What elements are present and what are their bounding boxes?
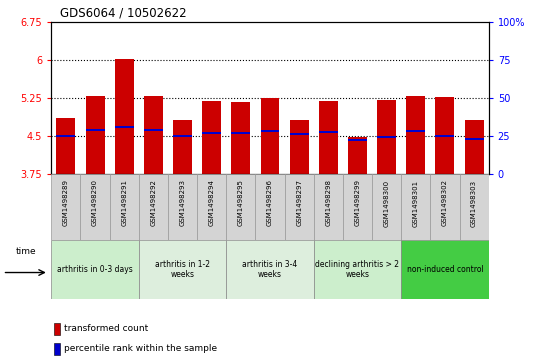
Bar xyxy=(406,97,426,174)
Bar xyxy=(173,135,192,137)
Bar xyxy=(377,136,396,138)
Text: non-induced control: non-induced control xyxy=(407,265,483,274)
Text: GDS6064 / 10502622: GDS6064 / 10502622 xyxy=(60,6,187,19)
Bar xyxy=(348,137,367,174)
Text: transformed count: transformed count xyxy=(64,325,148,333)
Bar xyxy=(401,240,489,299)
Bar xyxy=(54,323,60,335)
Bar xyxy=(51,174,80,240)
Bar xyxy=(314,174,343,240)
Bar xyxy=(372,174,401,240)
Text: GSM1498299: GSM1498299 xyxy=(354,179,361,227)
Bar xyxy=(226,174,255,240)
Bar xyxy=(114,126,134,128)
Bar xyxy=(348,139,367,141)
Text: GSM1498295: GSM1498295 xyxy=(238,179,244,227)
Bar xyxy=(319,131,338,133)
Bar xyxy=(343,174,372,240)
Bar xyxy=(54,343,60,355)
Bar xyxy=(464,120,484,174)
Bar xyxy=(202,101,221,174)
Bar xyxy=(319,101,338,174)
Text: time: time xyxy=(15,247,36,256)
Text: GSM1498298: GSM1498298 xyxy=(325,179,332,227)
Bar xyxy=(139,240,226,299)
Bar xyxy=(56,118,76,174)
Bar xyxy=(85,129,105,131)
Bar xyxy=(406,130,426,132)
Bar xyxy=(173,120,192,174)
Text: declining arthritis > 2
weeks: declining arthritis > 2 weeks xyxy=(315,260,400,279)
Bar xyxy=(260,130,280,132)
Bar xyxy=(255,174,285,240)
Bar xyxy=(430,174,460,240)
Text: percentile rank within the sample: percentile rank within the sample xyxy=(64,344,218,353)
Bar xyxy=(289,120,309,174)
Bar xyxy=(56,135,76,137)
Text: GSM1498303: GSM1498303 xyxy=(471,179,477,227)
Bar xyxy=(168,174,197,240)
Bar xyxy=(260,98,280,174)
Bar xyxy=(139,174,168,240)
Text: GSM1498289: GSM1498289 xyxy=(63,179,69,227)
Text: GSM1498302: GSM1498302 xyxy=(442,179,448,227)
Bar xyxy=(401,174,430,240)
Bar xyxy=(85,97,105,174)
Bar xyxy=(464,138,484,140)
Bar xyxy=(231,102,251,174)
Bar xyxy=(231,132,251,134)
Bar xyxy=(289,133,309,135)
Bar xyxy=(197,174,226,240)
Bar xyxy=(460,174,489,240)
Bar xyxy=(314,240,401,299)
Bar xyxy=(51,240,139,299)
Bar xyxy=(110,174,139,240)
Bar xyxy=(114,59,134,174)
Bar xyxy=(435,135,455,137)
Bar xyxy=(202,132,221,134)
Bar xyxy=(435,97,455,174)
Text: GSM1498293: GSM1498293 xyxy=(179,179,186,227)
Bar xyxy=(226,240,314,299)
Text: GSM1498297: GSM1498297 xyxy=(296,179,302,227)
Text: arthritis in 3-4
weeks: arthritis in 3-4 weeks xyxy=(242,260,298,279)
Bar xyxy=(285,174,314,240)
Bar xyxy=(144,97,163,174)
Text: GSM1498291: GSM1498291 xyxy=(121,179,127,227)
Bar xyxy=(144,129,163,131)
Text: arthritis in 0-3 days: arthritis in 0-3 days xyxy=(57,265,133,274)
Text: GSM1498294: GSM1498294 xyxy=(208,179,215,227)
Text: GSM1498300: GSM1498300 xyxy=(383,179,390,227)
Bar xyxy=(80,174,110,240)
Text: GSM1498301: GSM1498301 xyxy=(413,179,419,227)
Bar xyxy=(377,99,396,174)
Text: arthritis in 1-2
weeks: arthritis in 1-2 weeks xyxy=(155,260,210,279)
Text: GSM1498292: GSM1498292 xyxy=(150,179,157,227)
Text: GSM1498296: GSM1498296 xyxy=(267,179,273,227)
Text: GSM1498290: GSM1498290 xyxy=(92,179,98,227)
